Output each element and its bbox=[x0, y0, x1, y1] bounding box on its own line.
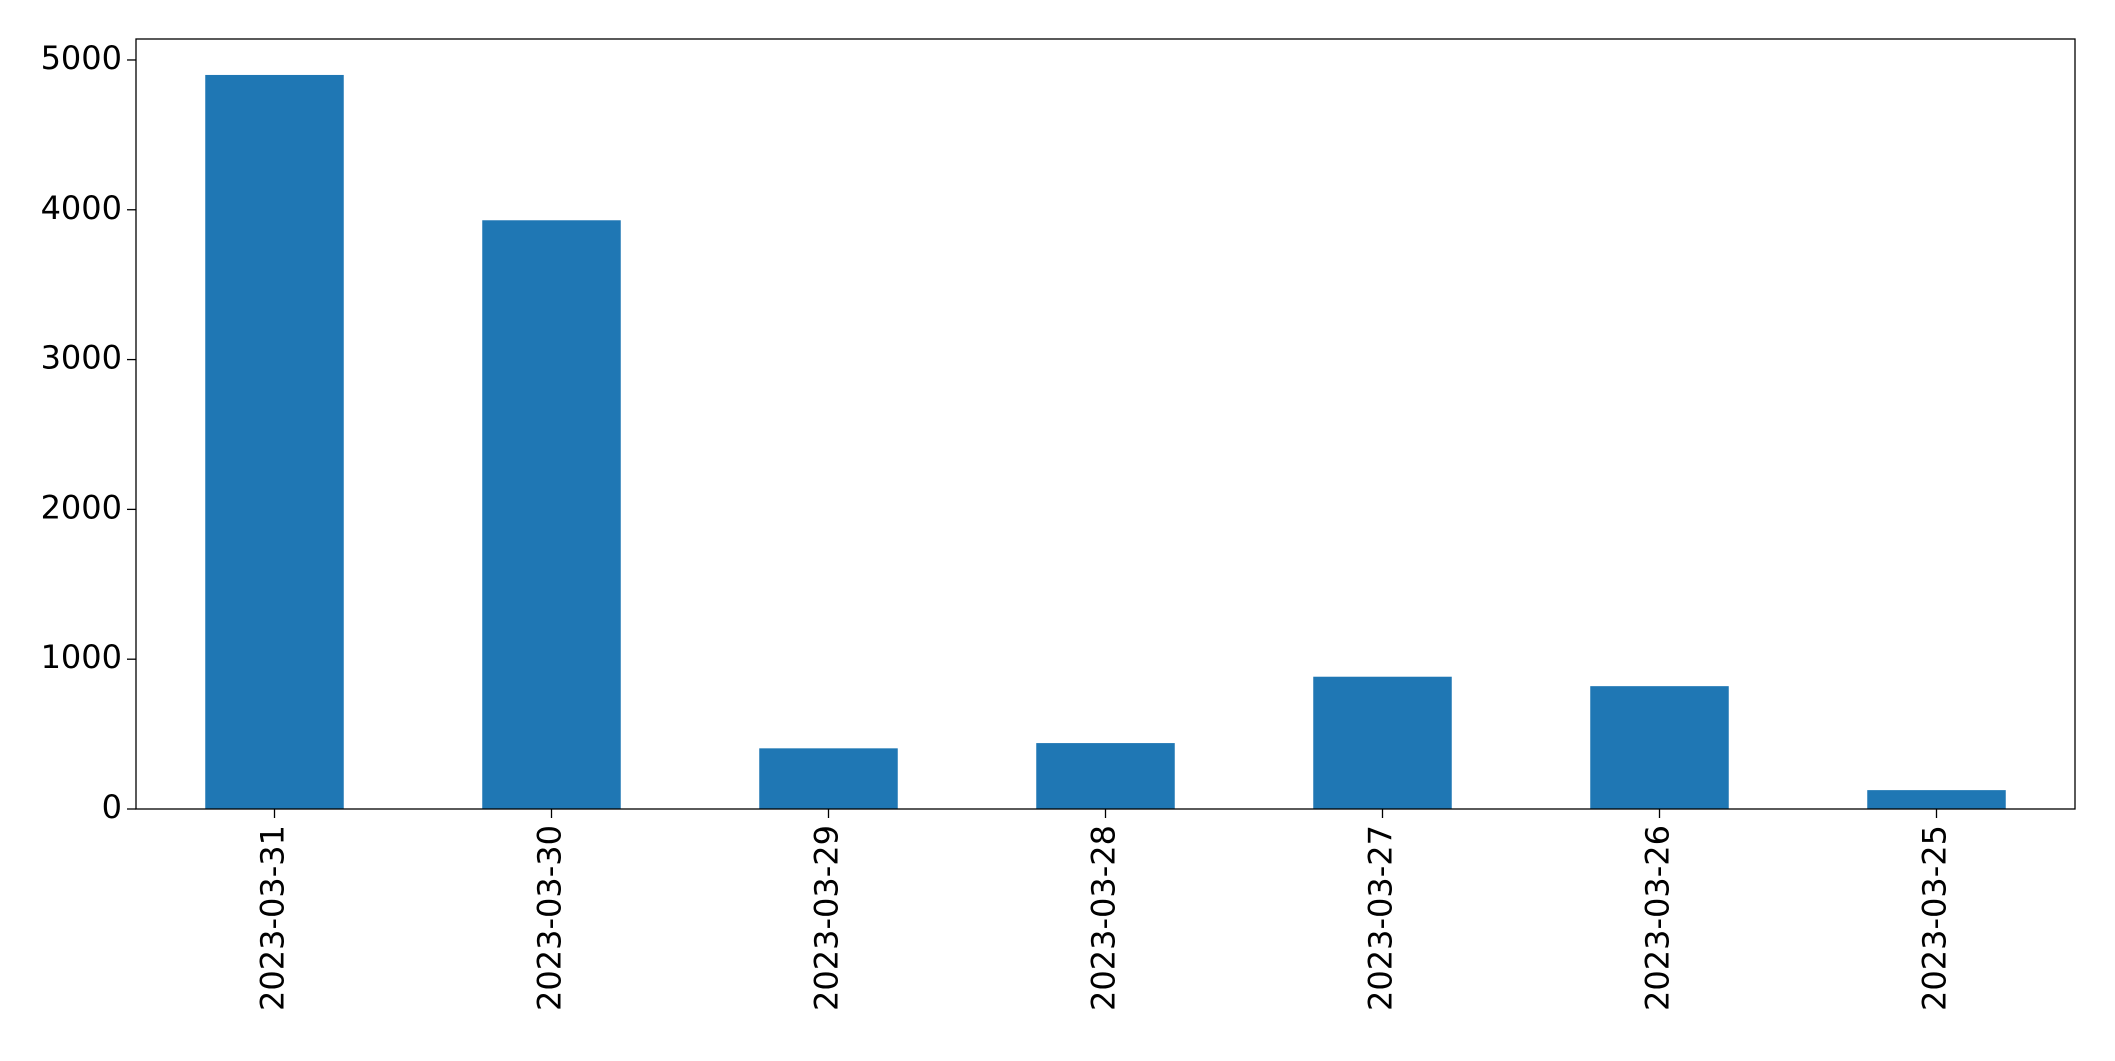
y-tick-label: 1000 bbox=[41, 638, 122, 676]
y-tick-label: 4000 bbox=[41, 189, 122, 227]
bar bbox=[482, 220, 621, 809]
y-tick-label: 0 bbox=[102, 788, 122, 826]
x-tick-label: 2023-03-31 bbox=[254, 825, 292, 1011]
bar bbox=[1867, 790, 2006, 809]
bar bbox=[759, 748, 898, 809]
x-tick-label: 2023-03-27 bbox=[1362, 825, 1400, 1011]
x-tick-label: 2023-03-29 bbox=[808, 825, 846, 1011]
y-tick-label: 5000 bbox=[41, 39, 122, 77]
bar bbox=[1036, 743, 1175, 809]
y-tick-label: 2000 bbox=[41, 488, 122, 526]
x-tick-label: 2023-03-30 bbox=[531, 825, 569, 1011]
bar bbox=[1313, 676, 1452, 809]
x-tick-label: 2023-03-28 bbox=[1085, 825, 1123, 1011]
bar bbox=[205, 74, 344, 809]
axes-frame bbox=[135, 38, 2076, 810]
x-tick-label: 2023-03-26 bbox=[1639, 825, 1677, 1011]
bar bbox=[1590, 686, 1729, 809]
y-tick-label: 3000 bbox=[41, 339, 122, 377]
x-tick-label: 2023-03-25 bbox=[1916, 825, 1954, 1011]
